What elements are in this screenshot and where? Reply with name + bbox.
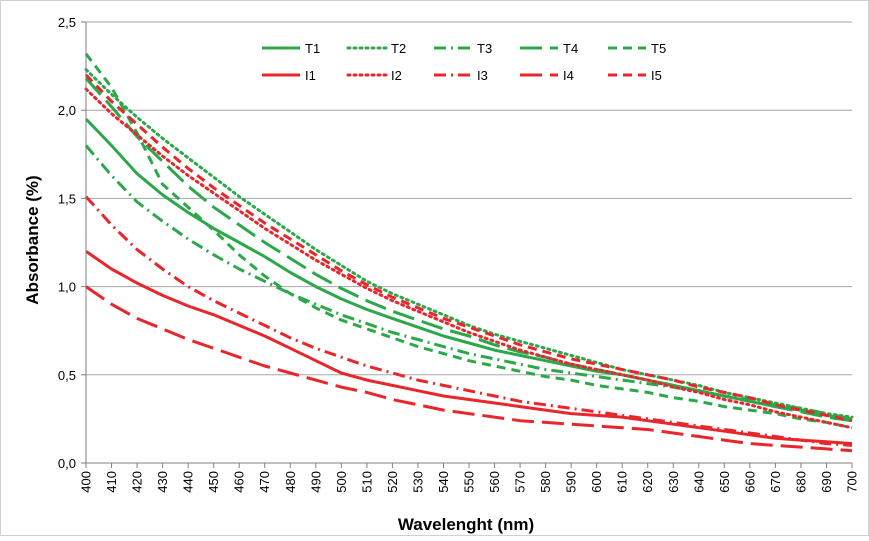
y-axis-title: Absorbance (%) [23, 175, 42, 304]
x-tick-label: 440 [181, 471, 196, 493]
x-tick-label: 430 [155, 471, 170, 493]
y-tick-label: 1,5 [58, 191, 76, 206]
x-tick-label: 540 [436, 471, 451, 493]
series-line-i2 [84, 87, 854, 430]
series-line-i5 [84, 73, 853, 423]
x-tick-label: 530 [410, 471, 425, 493]
x-tick-label: 660 [742, 471, 757, 493]
x-tick-label: 630 [666, 471, 681, 493]
x-tick-label: 520 [385, 471, 400, 493]
x-tick-label: 500 [334, 471, 349, 493]
x-tick-label: 490 [308, 471, 323, 493]
x-tick-label: 690 [819, 471, 834, 493]
y-tick-label: 0,0 [58, 456, 76, 471]
x-tick-label: 600 [589, 471, 604, 493]
legend-label-t4: T4 [563, 41, 578, 56]
x-tick-label: 570 [513, 471, 528, 493]
x-tick-label: 650 [717, 471, 732, 493]
series-line-t5 [84, 52, 853, 430]
tick-labels: 0,0 0,5 1,0 1,5 2,0 2,5 400 410 420 430 440 450 460 4… [58, 15, 860, 493]
x-tick-label: 410 [104, 471, 119, 493]
legend-label-i1: I1 [305, 68, 316, 83]
legend-label-i5: I5 [651, 68, 662, 83]
x-tick-label: 560 [487, 471, 502, 493]
legend-label-i4: I4 [563, 68, 574, 83]
legend-label-i2: I2 [391, 68, 402, 83]
legend-label-t2: T2 [391, 41, 406, 56]
y-tick-label: 1,0 [58, 280, 76, 295]
series-line-i1 [85, 250, 853, 446]
legend-label-t5: T5 [651, 41, 666, 56]
x-tick-label: 580 [538, 471, 553, 493]
x-tick-label: 700 [845, 471, 860, 493]
x-tick-label: 640 [691, 471, 706, 493]
x-tick-label: 680 [793, 471, 808, 493]
x-tick-label: 400 [79, 471, 94, 493]
series-line-i4 [85, 285, 853, 453]
x-tick-label: 510 [359, 471, 374, 493]
x-tick-label: 620 [640, 471, 655, 493]
x-tick-label: 550 [462, 471, 477, 493]
series-line-i3 [84, 195, 853, 447]
axes [81, 21, 853, 468]
series-lines [84, 52, 854, 453]
series-line-t4 [84, 77, 853, 423]
y-tick-label: 2,0 [58, 103, 76, 118]
x-tick-label: 610 [615, 471, 630, 493]
x-tick-label: 420 [130, 471, 145, 493]
y-tick-label: 2,5 [58, 15, 76, 30]
legend-label-t3: T3 [477, 41, 492, 56]
legend: T1 T2 T3 T4 T5 I1 I2 I3 I4 I5 [262, 41, 666, 83]
x-tick-label: 670 [768, 471, 783, 493]
x-tick-label: 460 [232, 471, 247, 493]
x-axis-title: Wavelenght (nm) [398, 515, 534, 534]
y-tick-label: 0,5 [58, 368, 76, 383]
x-tick-label: 470 [257, 471, 272, 493]
x-tick-label: 480 [283, 471, 298, 493]
x-tick-label: 450 [206, 471, 221, 493]
legend-label-i3: I3 [477, 68, 488, 83]
legend-label-t1: T1 [305, 41, 320, 56]
x-tick-label: 590 [564, 471, 579, 493]
